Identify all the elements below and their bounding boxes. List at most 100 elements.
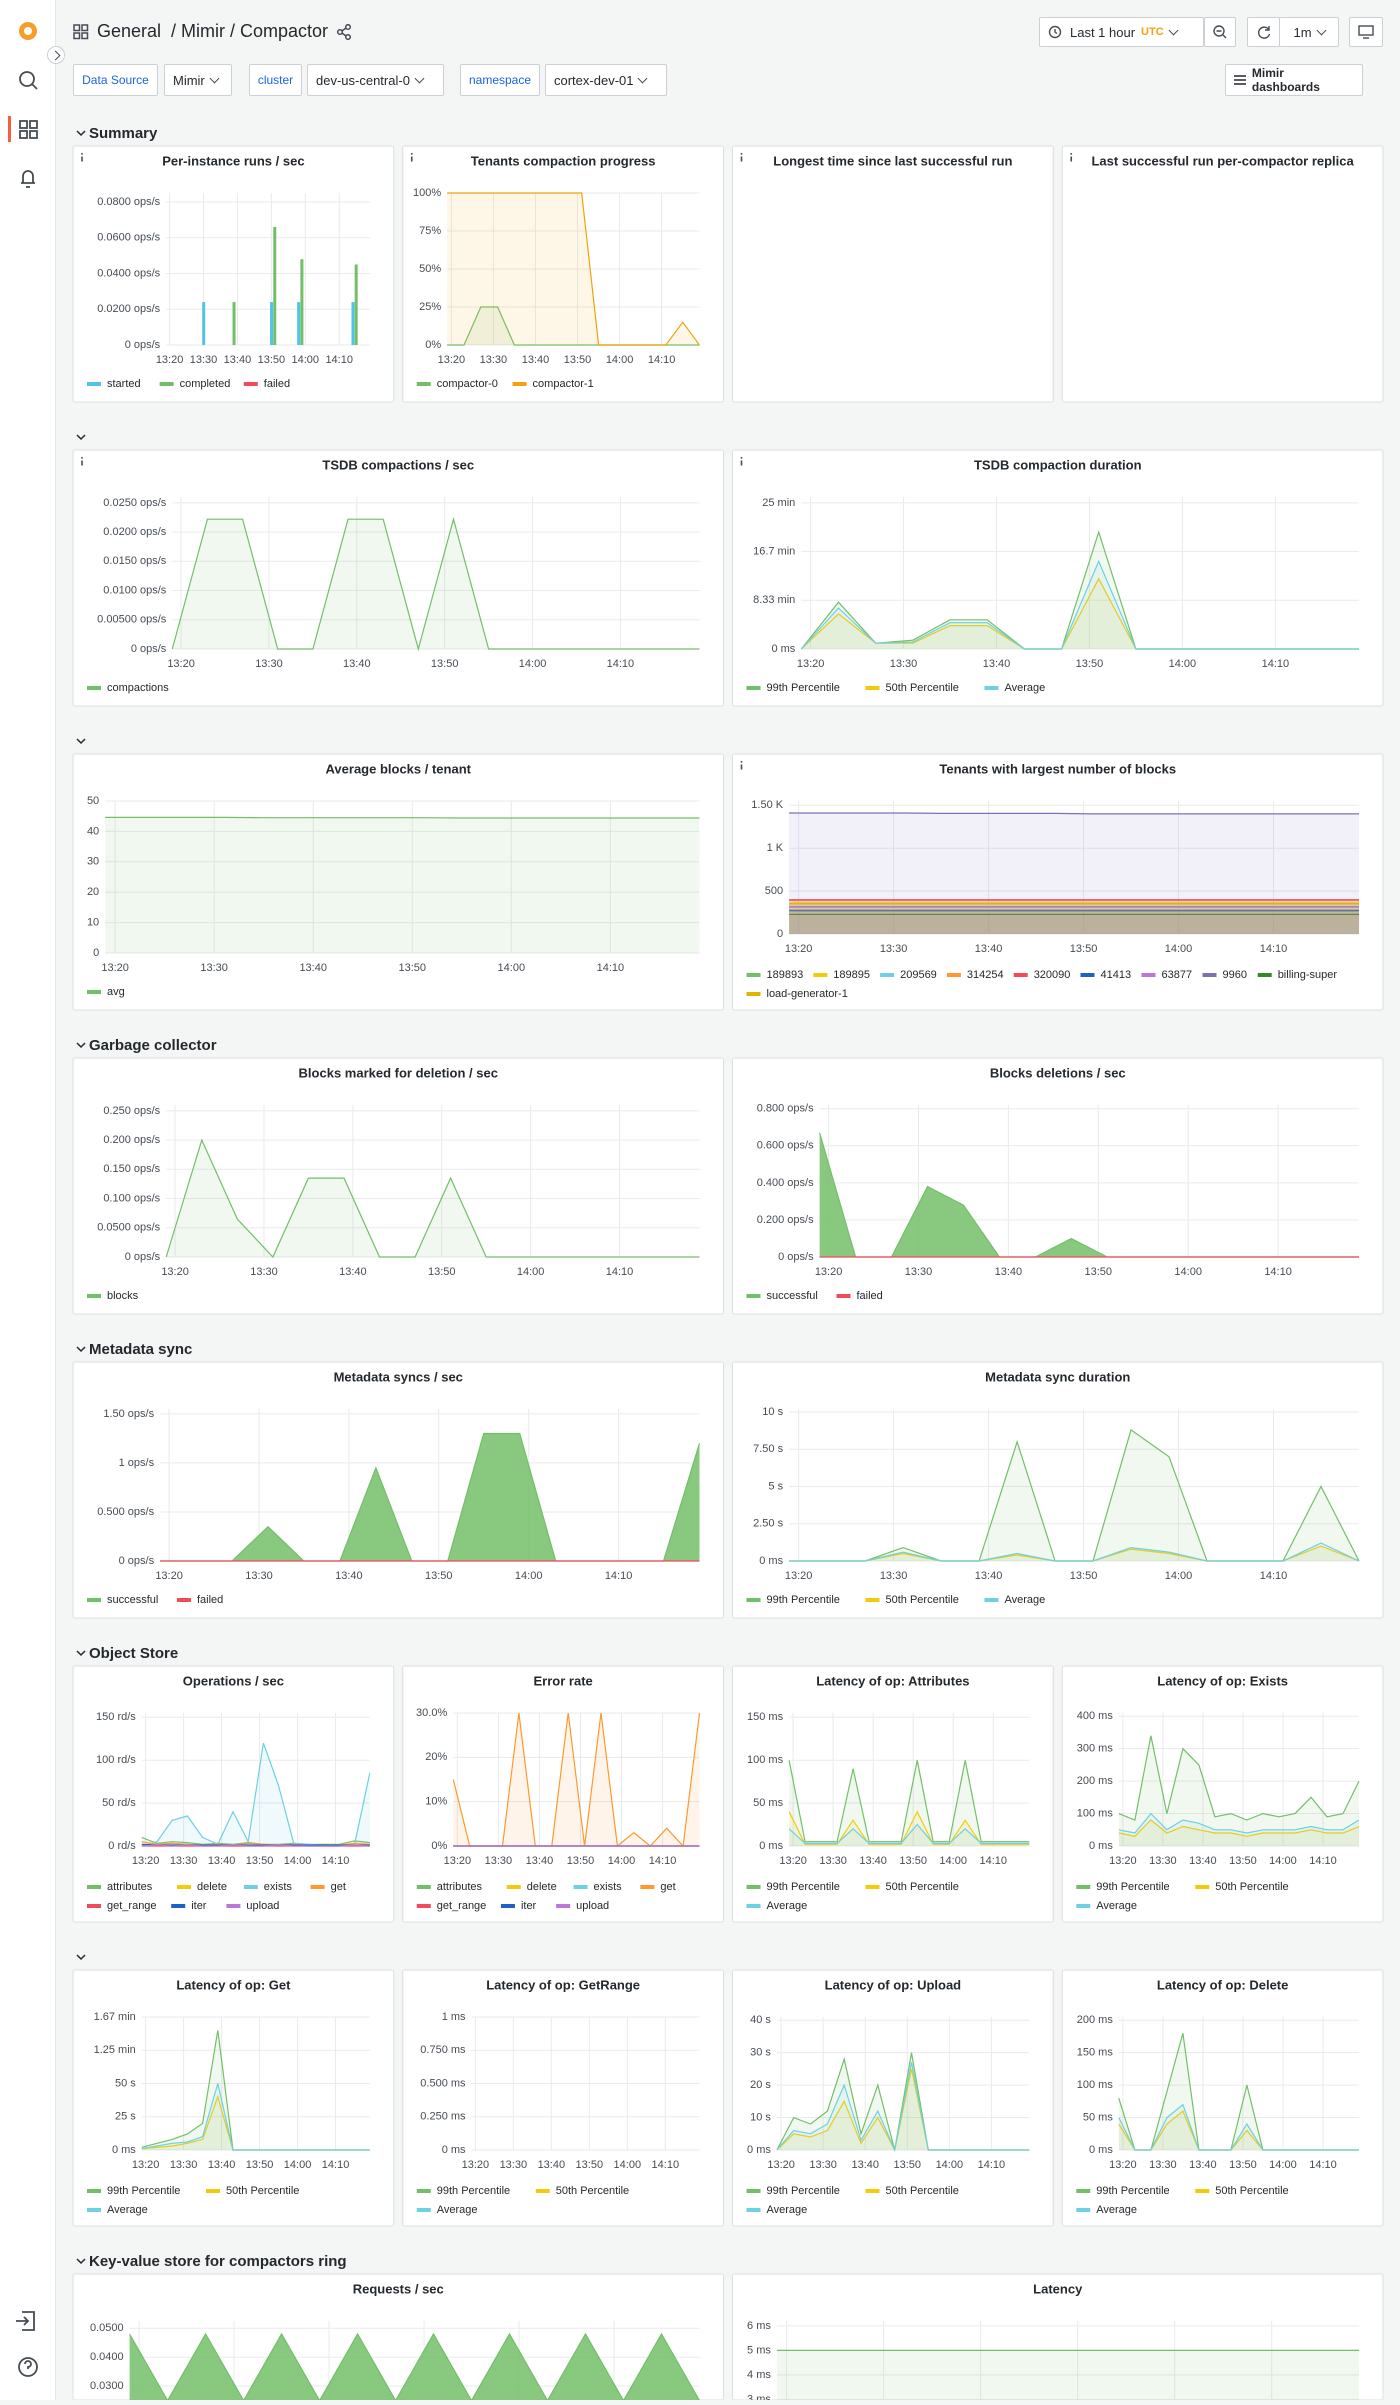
y-tick-label: 0 ops/s [125,1251,161,1263]
apps-icon[interactable] [73,24,89,40]
x-tick-label: 13:30 [485,1855,513,1867]
breadcrumb-title[interactable]: / Mimir / Compactor [171,20,329,41]
panel-title: Metadata sync duration [985,1369,1130,1384]
panel-frame [1061,145,1384,403]
x-tick-label: 13:50 [431,658,459,670]
x-tick-label: 14:10 [606,1266,634,1278]
x-tick-label: 13:50 [246,1855,274,1867]
legend-label: blocks [107,1290,139,1302]
y-tick-label: 1.25 min [94,2044,136,2056]
panel: Operations / sec 0 rd/s 50 rd/s 100 rd/s 150… [72,1665,395,1923]
legend-label: attributes [437,1881,483,1893]
refresh-button[interactable] [1247,17,1280,47]
series-line [776,2062,1030,2153]
share-icon[interactable] [336,24,352,40]
variable-label: cluster [249,64,302,96]
zoom-icon [1213,25,1227,39]
series-area [789,906,1359,934]
legend-label: 41413 [1101,969,1132,981]
x-tick-label: 14:10 [605,1570,633,1582]
variable-select[interactable]: cortex-dev-01 [545,64,667,96]
refresh-interval[interactable]: 1m [1279,17,1339,47]
legend-label: Average [767,1900,808,1912]
variable-select[interactable]: dev-us-central-0 [307,64,444,96]
y-tick-label: 75% [419,225,441,237]
y-tick-label: 0 ms [771,643,795,655]
x-tick-label: 13:20 [438,354,466,366]
series-area [129,2334,700,2400]
y-tick-label: 0.0200 ops/s [97,303,160,315]
legend-label: attributes [107,1881,153,1893]
x-tick-label: 13:30 [890,658,918,670]
panel: Latency of op: Delete 0 ms 50 ms 100 ms 150 … [1061,1969,1384,2227]
x-tick-label: 14:00 [939,1855,967,1867]
dashboards-link[interactable]: Mimir dashboards [1225,64,1363,96]
y-tick-label: 0 [777,928,783,940]
y-tick-label: 1.50 ops/s [103,1408,154,1420]
breadcrumb-folder[interactable]: General [97,20,162,41]
panel: Latency of op: Upload 0 ms 10 s 20 s 30 s 40 … [732,1969,1054,2227]
zoom-out-button[interactable] [1204,17,1236,47]
bar [351,302,355,345]
x-tick-label: 14:00 [519,658,547,670]
sign-in-icon[interactable] [16,2311,35,2331]
x-tick-label: 13:30 [500,2159,528,2171]
dashboards-icon[interactable] [19,120,28,129]
search-icon[interactable] [19,71,35,87]
y-tick-label: 25% [419,301,441,313]
help-icon[interactable] [18,2357,38,2377]
y-tick-label: 30 s [750,2047,771,2059]
x-tick-label: 14:00 [1269,2159,1297,2171]
panel-frame [732,145,1054,403]
series-area [789,1429,1359,1561]
y-tick-label: 0.0100 ops/s [103,584,166,596]
variable-select[interactable]: Mimir [164,64,232,96]
panel-title: Tenants compaction progress [471,153,656,168]
y-tick-label: 0.0800 ops/s [97,196,160,208]
series-area [789,1824,1030,1846]
x-tick-label: 13:30 [905,1266,933,1278]
x-tick-label: 14:00 [498,962,526,974]
y-tick-label: 0.150 ops/s [103,1163,160,1175]
panel: Average blocks / tenant 0 10 20 30 40 50 13:20 1… [72,753,724,1011]
legend-label: Average [1005,682,1046,694]
y-tick-label: 4 ms [747,2369,771,2381]
x-tick-label: 14:00 [608,1855,636,1867]
legend-label: successful [107,1594,158,1606]
x-tick-label: 13:30 [190,354,218,366]
series-area [1118,2033,1359,2150]
expand-menu[interactable] [47,46,65,64]
x-tick-label: 13:50 [564,354,592,366]
panel: Latency of op: GetRange 0 ms 0.250 ms 0.500… [402,1969,724,2227]
x-tick-label: 13:20 [167,658,195,670]
x-tick-label: 13:20 [767,2159,795,2171]
series-line [1118,1812,1360,1834]
legend-label: 50th Percentile [886,1594,959,1606]
x-tick-label: 14:10 [1260,943,1288,955]
y-tick-label: 0 ms [1089,2144,1113,2156]
y-tick-label: 50 s [115,2077,136,2089]
y-tick-label: 0.0300 [90,2380,124,2392]
legend-label: get_range [437,1900,487,1912]
x-tick-label: 13:30 [880,943,908,955]
legend-label: successful [767,1290,818,1302]
x-tick-label: 13:20 [815,1266,843,1278]
x-tick-label: 14:00 [284,1855,312,1867]
y-tick-label: 0% [431,1840,447,1852]
bar [270,302,274,345]
legend-label: Average [437,2204,478,2216]
panel-title: Per-instance runs / sec [162,153,304,168]
y-tick-label: 1 ops/s [119,1457,155,1469]
legend-label: 189893 [767,969,804,981]
y-tick-label: 50 rd/s [102,1797,136,1809]
panel-title: Latency [1033,2281,1083,2296]
row-title: Object Store [89,1645,178,1662]
tv-mode-button[interactable] [1349,17,1383,47]
panel-frame [72,2273,724,2400]
alerts-icon[interactable] [21,170,35,188]
time-picker[interactable]: Last 1 hour UTC [1039,17,1204,47]
panel-title: Error rate [534,1673,593,1688]
series-area [105,817,700,953]
timezone: UTC [1141,26,1164,38]
legend-label: 63877 [1162,969,1193,981]
